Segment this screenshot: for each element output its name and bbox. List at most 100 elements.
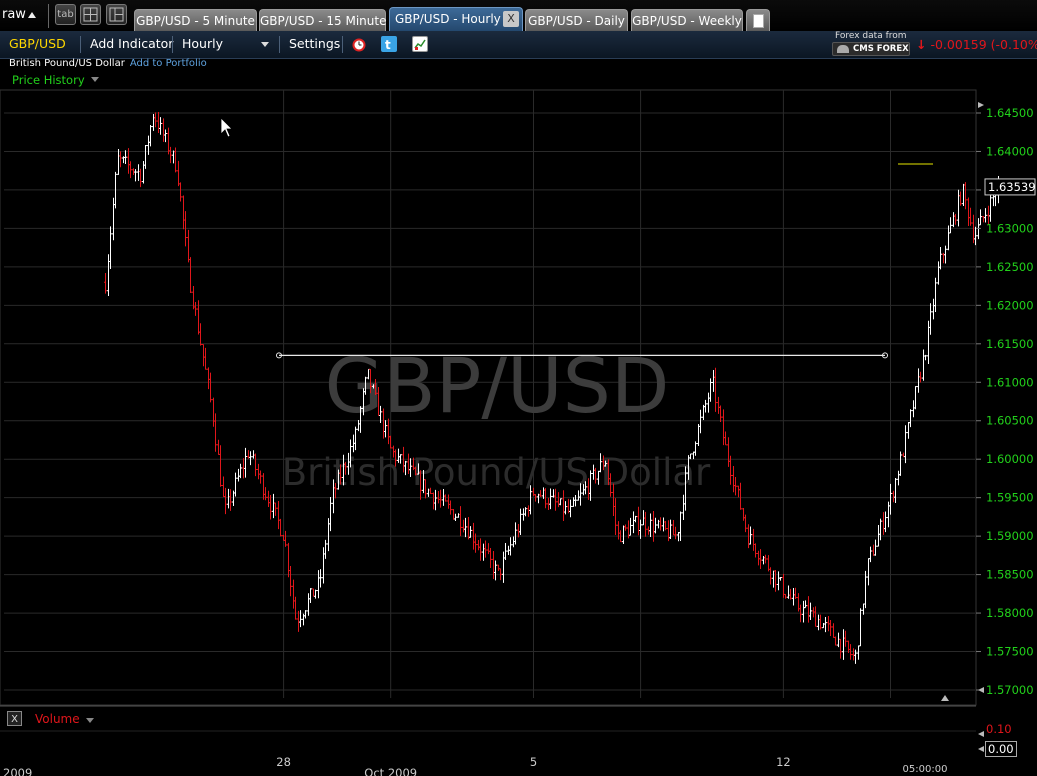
ohlc-bar-up <box>397 448 400 463</box>
ohlc-bar-down <box>204 347 207 370</box>
ohlc-bar-down <box>282 534 285 541</box>
ohlc-bar-down <box>919 371 922 383</box>
ohlc-bar-down <box>834 636 837 646</box>
ohlc-bar-up <box>809 602 812 620</box>
price-tick-label: 1.62500 <box>986 260 1034 274</box>
ohlc-bar-down <box>487 543 490 555</box>
price-tick-label: 1.60500 <box>986 414 1034 428</box>
close-tab-icon[interactable]: X <box>503 11 519 27</box>
ohlc-bar-up <box>137 164 140 181</box>
ohlc-bar-up <box>762 556 765 565</box>
ohlc-bar-up <box>867 558 870 586</box>
ohlc-bar-up <box>702 404 705 421</box>
divider <box>48 4 49 28</box>
ohlc-bar-up <box>894 478 897 504</box>
ohlc-bar-up <box>357 419 360 432</box>
price-tick-label: 1.59000 <box>986 529 1034 543</box>
ohlc-bar-up <box>804 600 807 609</box>
tab-gbpusd-daily[interactable]: GBP/USD - Daily <box>525 9 628 31</box>
ohlc-bar-up <box>502 551 505 583</box>
twitter-icon[interactable]: t <box>381 36 397 52</box>
ohlc-bar-down <box>197 300 200 335</box>
ohlc-bar-down <box>544 488 547 509</box>
ohlc-bar-down <box>637 506 640 536</box>
horizontal-trendline <box>220 117 933 359</box>
chevron-down-icon[interactable] <box>261 42 269 47</box>
ohlc-bar-down <box>852 648 855 661</box>
ohlc-bar-up <box>237 468 240 482</box>
add-to-portfolio-link[interactable]: Add to Portfolio <box>129 58 207 69</box>
ohlc-bar-down <box>617 521 620 540</box>
ohlc-bar-down <box>609 473 612 497</box>
tab-gbpusd-5-minute[interactable]: GBP/USD - 5 Minute <box>134 9 257 31</box>
ohlc-bar-down <box>182 195 185 230</box>
ohlc-bar-up <box>939 246 942 270</box>
ohlc-bar-up <box>124 150 127 164</box>
ohlc-bar-up <box>507 545 510 555</box>
ohlc-bar-up <box>917 368 920 393</box>
ohlc-bar-up <box>329 497 332 532</box>
trendline-handle <box>276 352 282 359</box>
ohlc-bar-up <box>307 593 310 616</box>
ohlc-bar-down <box>479 538 482 561</box>
ohlc-bar-down <box>667 520 670 542</box>
ohlc-bar-up <box>272 493 275 519</box>
ohlc-bar-up <box>862 603 865 615</box>
ohlc-bar-up <box>367 368 370 380</box>
ohlc-bar-down <box>727 437 730 467</box>
ohlc-bar-up <box>504 542 507 561</box>
workspace-menu[interactable]: raw <box>0 0 48 31</box>
ohlc-bar-down <box>647 526 650 535</box>
scroll-bottom-icon <box>978 687 984 693</box>
volume-label[interactable]: Volume <box>35 712 80 726</box>
ohlc-bar-down <box>407 453 410 474</box>
ohlc-bar-up <box>632 511 635 534</box>
ohlc-bar-down <box>214 413 217 452</box>
ohlc-bar-up <box>442 489 445 506</box>
ohlc-bar-up <box>569 499 572 518</box>
tab-label: GBP/USD - Hourly <box>395 12 501 26</box>
ohlc-bar-up <box>922 349 925 381</box>
ohlc-bar-down <box>652 510 655 542</box>
interval-dropdown[interactable]: Hourly <box>182 36 223 51</box>
new-tab-button[interactable] <box>746 9 770 31</box>
price-history-menu[interactable]: Price History <box>12 73 99 87</box>
tab-gbpusd-15-minute[interactable]: GBP/USD - 15 Minute <box>259 9 386 31</box>
ohlc-bar-down <box>104 273 107 294</box>
ohlc-bar-up <box>952 212 955 228</box>
add-indicator-button[interactable]: Add Indicator <box>90 36 174 51</box>
ohlc-bar-down <box>967 197 970 226</box>
ohlc-bar-down <box>202 343 205 367</box>
grid-layout-button[interactable] <box>80 4 101 25</box>
ohlc-bar-down <box>224 487 227 515</box>
split-layout-button[interactable] <box>106 4 127 25</box>
alarm-clock-icon[interactable] <box>351 36 367 52</box>
ohlc-bar-up <box>509 537 512 556</box>
ohlc-bar-up <box>342 454 345 486</box>
ohlc-bar-down <box>557 492 560 508</box>
ohlc-bar-down <box>127 148 130 174</box>
tab-view-button[interactable]: tab <box>55 4 76 25</box>
chevron-down-icon[interactable] <box>86 718 94 723</box>
ohlc-bar-down <box>814 606 817 627</box>
symbol-selector[interactable]: GBP/USD <box>9 36 66 51</box>
close-volume-icon[interactable]: X <box>7 711 22 726</box>
chart-image-icon[interactable] <box>412 36 428 52</box>
ohlc-bar-down <box>452 508 455 520</box>
tab-gbpusd-hourly[interactable]: GBP/USD - Hourly X <box>389 7 523 31</box>
ohlc-bar-up <box>537 493 540 504</box>
ohlc-bar-down <box>264 487 267 501</box>
ohlc-bar-down <box>462 519 465 533</box>
ohlc-bar-up <box>564 501 567 515</box>
settings-button[interactable]: Settings <box>289 36 341 51</box>
ohlc-bar-up <box>384 420 387 438</box>
tab-gbpusd-weekly[interactable]: GBP/USD - Weekly <box>631 9 743 31</box>
watermark-name: British Pound/US Dollar <box>282 451 711 494</box>
ohlc-bar-up <box>914 386 917 410</box>
ohlc-bar-down <box>829 620 832 637</box>
ohlc-bar-up <box>874 539 877 556</box>
scroll-top-icon <box>978 102 984 108</box>
ohlc-bar-up <box>404 460 407 476</box>
ohlc-bar-down <box>219 445 222 487</box>
